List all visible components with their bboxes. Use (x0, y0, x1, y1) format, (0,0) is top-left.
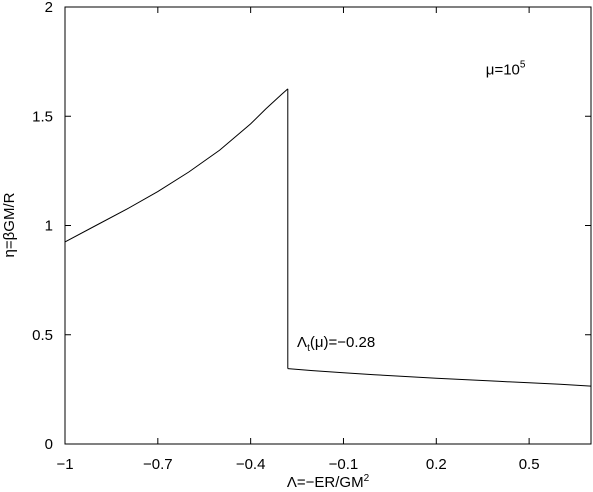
x-tick-label: −1 (56, 456, 73, 473)
x-tick-label: 0.5 (519, 456, 540, 473)
y-axis-label: η=βGM/R (1, 192, 18, 257)
series-line-3 (287, 368, 592, 387)
x-tick-label: 0.2 (426, 456, 447, 473)
series-line-1 (64, 88, 289, 243)
x-axis-label-sup: 2 (364, 473, 370, 484)
annotation-lambda-t-sub: t (307, 343, 310, 354)
y-tick-label: 2 (45, 0, 53, 16)
x-axis-label-main: Λ=−ER/GM (287, 474, 364, 491)
series-group (64, 88, 592, 387)
annotation-lambda-t-main: Λ (297, 334, 307, 351)
x-axis-ticks: −1 −0.7 −0.4 −0.1 0.2 0.5 (56, 7, 540, 473)
y-tick-label: 1 (45, 218, 53, 235)
annotation-mu-sup: 5 (520, 60, 526, 71)
annotations-group: μ=105 Λt(μ)=−0.28 (297, 60, 526, 354)
annotation-lambda-t: Λt(μ)=−0.28 (297, 334, 375, 354)
y-axis-ticks: 0 0.5 1 1.5 2 (32, 0, 591, 453)
y-tick-label: 0.5 (32, 327, 53, 344)
x-tick-label: −0.7 (143, 456, 173, 473)
y-tick-label: 1.5 (32, 108, 53, 125)
annotation-lambda-t-rest: (μ)=−0.28 (310, 334, 375, 351)
x-tick-label: −0.4 (236, 456, 266, 473)
annotation-mu: μ=105 (486, 60, 526, 79)
annotation-mu-main: μ=10 (486, 62, 520, 79)
x-tick-label: −0.1 (329, 456, 359, 473)
y-tick-label: 0 (45, 436, 53, 453)
x-axis-label: Λ=−ER/GM2 (287, 473, 370, 491)
